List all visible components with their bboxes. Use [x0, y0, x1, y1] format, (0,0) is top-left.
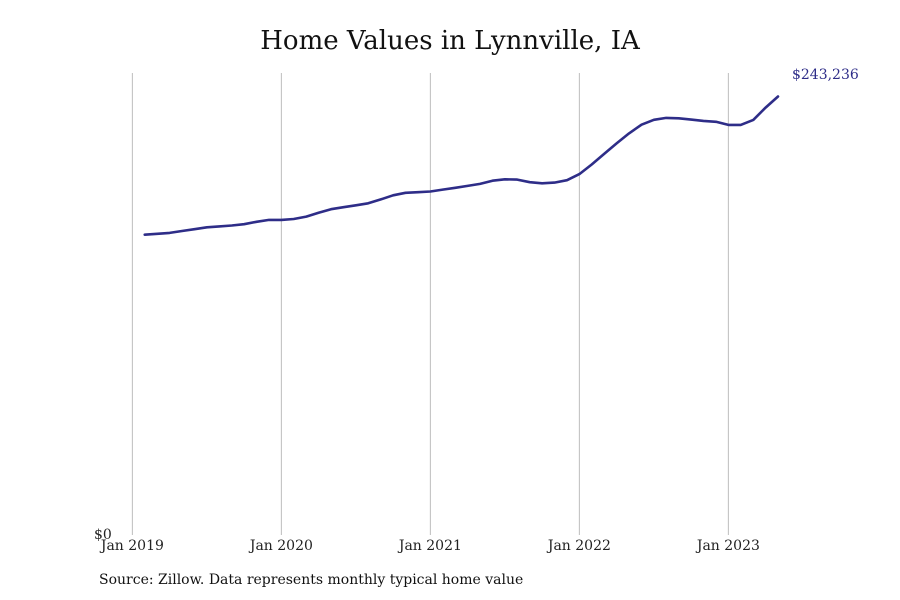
x-tick-label: Jan 2021	[397, 538, 462, 554]
x-axis-ticks: Jan 2019 Jan 2020 Jan 2021 Jan 2022 Jan 2023	[99, 538, 760, 554]
end-value-label: $243,236	[792, 67, 859, 83]
series-line	[143, 95, 780, 236]
x-tick-label: Jan 2022	[546, 538, 611, 554]
x-tick-label: Jan 2019	[99, 538, 164, 554]
gridlines	[131, 73, 729, 535]
x-tick-label: Jan 2023	[695, 538, 760, 554]
x-tick-label: Jan 2020	[248, 538, 313, 554]
chart-title: Home Values in Lynnville, IA	[260, 26, 640, 56]
chart-source: Source: Zillow. Data represents monthly …	[99, 572, 524, 588]
y-baseline-label: $0	[94, 527, 112, 543]
